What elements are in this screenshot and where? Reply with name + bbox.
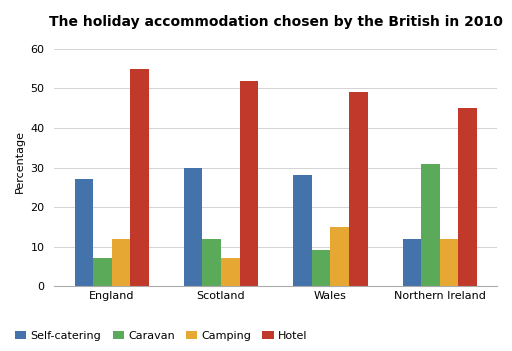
Bar bbox=[221, 258, 240, 286]
Legend: Self-catering, Caravan, Camping, Hotel: Self-catering, Caravan, Camping, Hotel bbox=[11, 326, 312, 345]
Bar bbox=[75, 179, 93, 286]
Bar bbox=[184, 167, 202, 286]
Bar bbox=[312, 251, 330, 286]
Bar bbox=[421, 164, 440, 286]
Bar bbox=[349, 92, 368, 286]
Bar bbox=[458, 108, 477, 286]
Bar bbox=[330, 227, 349, 286]
Bar bbox=[130, 69, 149, 286]
Bar bbox=[202, 239, 221, 286]
Y-axis label: Percentage: Percentage bbox=[15, 130, 25, 193]
Bar bbox=[402, 239, 421, 286]
Bar bbox=[93, 258, 112, 286]
Bar bbox=[293, 176, 312, 286]
Bar bbox=[240, 81, 258, 286]
Bar bbox=[440, 239, 458, 286]
Title: The holiday accommodation chosen by the British in 2010: The holiday accommodation chosen by the … bbox=[49, 15, 503, 29]
Bar bbox=[112, 239, 130, 286]
